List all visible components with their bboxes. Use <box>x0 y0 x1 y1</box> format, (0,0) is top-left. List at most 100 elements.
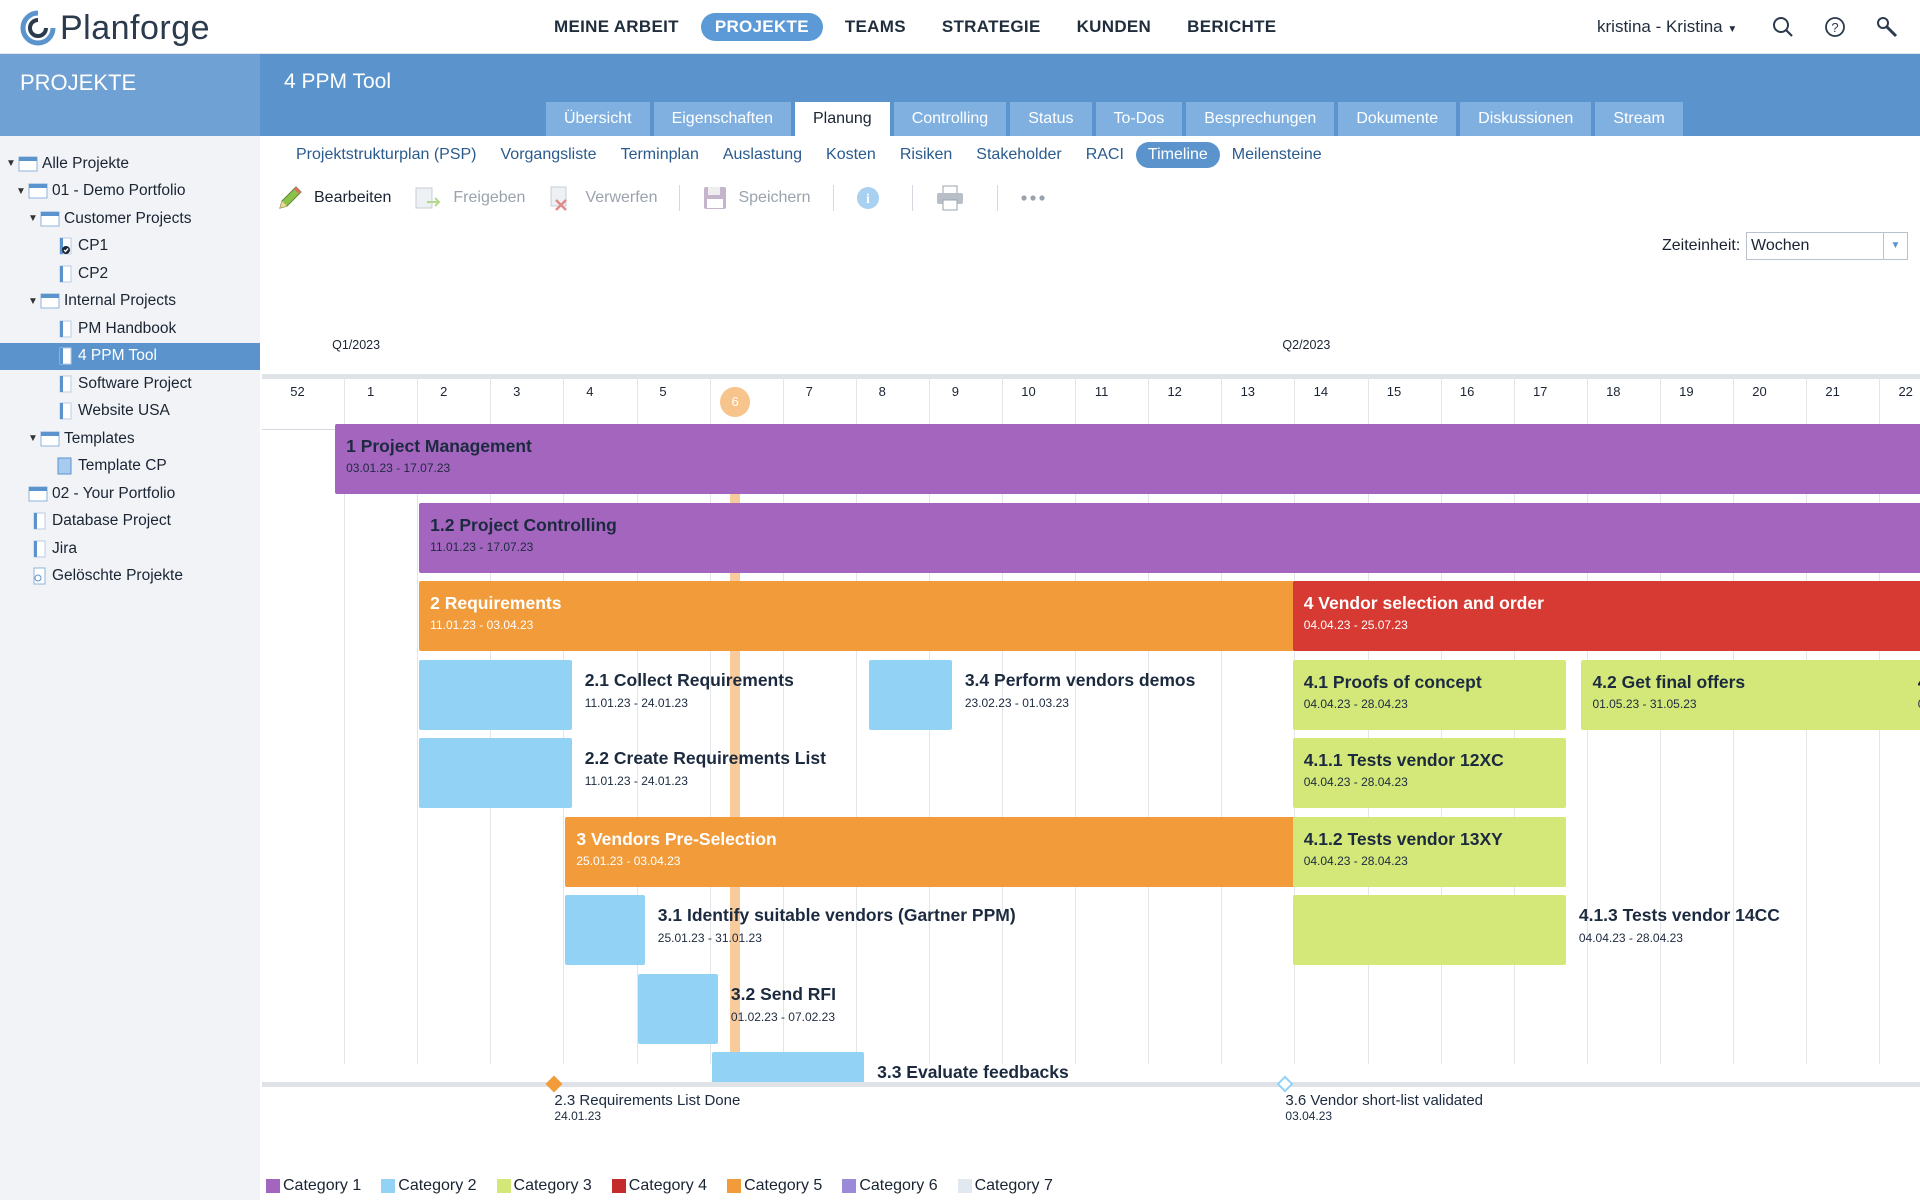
nav-item-strategie[interactable]: STRATEGIE <box>941 17 1041 36</box>
timeline-bar[interactable]: 3 Vendors Pre-Selection 25.01.23 - 03.04.… <box>565 816 1296 887</box>
timeline-bar[interactable]: 4.1.2 Tests vendor 13XY 04.04.23 - 28.04.… <box>1292 816 1566 887</box>
more-button[interactable] <box>1020 193 1056 203</box>
app-logo[interactable]: Planforge <box>18 8 210 48</box>
subtab-7[interactable]: RACI <box>1085 146 1124 163</box>
tab-7[interactable]: Dokumente <box>1338 102 1457 136</box>
timeline-bar[interactable]: 4.1.1 Tests vendor 12XC 04.04.23 - 28.04.… <box>1292 738 1566 808</box>
subtab-6[interactable]: Stakeholder <box>976 146 1062 163</box>
tree-item[interactable]: Jira <box>0 535 260 563</box>
tree-item-label: Alle Projekte <box>42 154 130 172</box>
discard-button[interactable]: Verwerfen <box>547 184 657 212</box>
timeline-bar[interactable]: 1.2 Project Controlling 11.01.23 - 17.07.… <box>419 502 1920 573</box>
tree-item[interactable]: PM Handbook <box>0 315 260 343</box>
timeline-bar[interactable] <box>419 738 572 808</box>
help-icon[interactable]: ? <box>1824 16 1846 38</box>
tree-item[interactable]: ▼ Internal Projects <box>0 288 260 316</box>
template-icon <box>54 457 74 475</box>
bar-title: 3.3 Evaluate feedbacks <box>877 1062 1069 1082</box>
milestone-diamond-icon[interactable] <box>545 1075 563 1093</box>
timeline-bar[interactable]: 4.1 Proofs of concept 04.04.23 - 28.04.23 <box>1292 659 1566 730</box>
tree-item[interactable]: Website USA <box>0 398 260 426</box>
timeline-bar[interactable] <box>1292 895 1566 965</box>
discard-icon <box>550 186 568 211</box>
tab-4[interactable]: Status <box>1010 102 1092 136</box>
tools-icon[interactable] <box>1876 16 1898 38</box>
discard-label: Verwerfen <box>585 189 658 206</box>
tree-item[interactable]: 4 PPM Tool <box>0 342 260 370</box>
edit-button[interactable]: Bearbeiten <box>276 184 391 212</box>
tree-item[interactable]: CP2 <box>0 260 260 288</box>
bar-title: 4.1.1 Tests vendor 12XC <box>1303 750 1504 770</box>
timeline-bar[interactable]: 4.2 Get final offers 01.05.23 - 31.05.23 <box>1581 659 1914 730</box>
tab-1[interactable]: Eigenschaften <box>653 102 791 136</box>
legend-label: Category 5 <box>744 1177 823 1194</box>
tree-item[interactable]: ▼ Customer Projects <box>0 205 260 233</box>
subtab-0[interactable]: Projektstrukturplan (PSP) <box>296 146 477 163</box>
timeline-bar[interactable]: 2 Requirements 11.01.23 - 03.04.23 <box>419 581 1296 651</box>
info-button[interactable]: i <box>856 186 890 210</box>
subtab-9[interactable]: Meilensteine <box>1231 146 1322 163</box>
current-week-marker[interactable]: 6 <box>720 387 751 417</box>
subtab-8[interactable]: Timeline <box>1135 142 1220 168</box>
toolbar-divider <box>679 185 681 211</box>
tab-2[interactable]: Planung <box>794 102 890 136</box>
bar-dates: 01.05.23 - 31.05.23 <box>1592 696 1697 711</box>
expand-arrow-icon[interactable]: ▼ <box>28 295 38 307</box>
expand-arrow-icon[interactable]: ▼ <box>28 213 38 225</box>
timeline-bar[interactable] <box>638 973 718 1044</box>
tree-item-label: Customer Projects <box>64 209 192 227</box>
toolbar-divider <box>832 185 834 211</box>
subtab-1[interactable]: Vorgangsliste <box>500 146 597 163</box>
tree-item[interactable]: Template CP <box>0 453 260 481</box>
tab-8[interactable]: Diskussionen <box>1460 102 1592 136</box>
subtab-2[interactable]: Terminplan <box>620 146 699 163</box>
subtab-3[interactable]: Auslastung <box>722 146 803 163</box>
expand-arrow-icon[interactable]: ▼ <box>28 433 38 445</box>
tree-item[interactable]: ▼ Alle Projekte <box>0 150 260 178</box>
save-button[interactable]: Speichern <box>702 185 811 211</box>
release-button[interactable]: Freigeben <box>413 184 525 212</box>
tab-5[interactable]: To-Dos <box>1095 102 1183 136</box>
category-legend: Category 1 Category 2 Category 3 Category 4… <box>266 1177 1053 1195</box>
nav-item-meine-arbeit[interactable]: MEINE ARBEIT <box>554 17 679 36</box>
print-button[interactable] <box>935 185 975 211</box>
timeline-bar[interactable] <box>868 659 952 730</box>
user-menu[interactable]: kristina - Kristina ▼ <box>1597 17 1737 37</box>
tab-3[interactable]: Controlling <box>893 102 1007 136</box>
search-icon[interactable] <box>1772 16 1794 38</box>
subtab-5[interactable]: Risiken <box>899 146 953 163</box>
timeline-bar[interactable] <box>565 895 645 965</box>
week-label: 3 <box>513 384 521 399</box>
nav-item-teams[interactable]: TEAMS <box>844 17 906 36</box>
legend-swatch <box>496 1179 511 1193</box>
tree-item[interactable]: CP1 <box>0 233 260 261</box>
timeline-bar[interactable]: 4.3 01.06 <box>1906 659 1920 730</box>
tree-item[interactable]: Gelöschte Projekte <box>0 563 260 591</box>
timeline-bar[interactable] <box>419 659 572 730</box>
svg-text:i: i <box>866 192 870 207</box>
timeline-bar[interactable]: 4 Vendor selection and order 04.04.23 - 2… <box>1292 581 1920 651</box>
time-unit-select[interactable]: Wochen ▼ <box>1746 232 1908 260</box>
nav-item-berichte[interactable]: BERICHTE <box>1187 17 1277 36</box>
tree-item[interactable]: ▼ Templates <box>0 425 260 453</box>
expand-arrow-icon[interactable]: ▼ <box>6 158 16 170</box>
timeline-bar[interactable]: 1 Project Management 03.01.23 - 17.07.23 <box>335 424 1920 494</box>
tab-9[interactable]: Stream <box>1595 102 1683 136</box>
logo-icon <box>20 10 56 46</box>
subtab-4[interactable]: Kosten <box>826 146 876 163</box>
timeline-bar[interactable] <box>711 1052 865 1084</box>
expand-arrow-icon[interactable]: ▼ <box>16 185 26 197</box>
week-label: 10 <box>1021 384 1036 399</box>
tree-item[interactable]: ▼ 01 - Demo Portfolio <box>0 178 260 206</box>
tab-0[interactable]: Übersicht <box>546 102 650 136</box>
nav-item-projekte[interactable]: PROJEKTE <box>700 13 823 41</box>
tree-item-label: Template CP <box>78 457 167 475</box>
nav-item-kunden[interactable]: KUNDEN <box>1076 17 1152 36</box>
tree-item[interactable]: Database Project <box>0 508 260 536</box>
tab-6[interactable]: Besprechungen <box>1186 102 1335 136</box>
milestone-diamond-icon[interactable] <box>1276 1075 1294 1093</box>
tree-item[interactable]: 02 - Your Portfolio <box>0 480 260 508</box>
project-title: 4 PPM Tool <box>284 70 391 93</box>
week-label: 13 <box>1240 384 1256 399</box>
tree-item[interactable]: Software Project <box>0 370 260 398</box>
